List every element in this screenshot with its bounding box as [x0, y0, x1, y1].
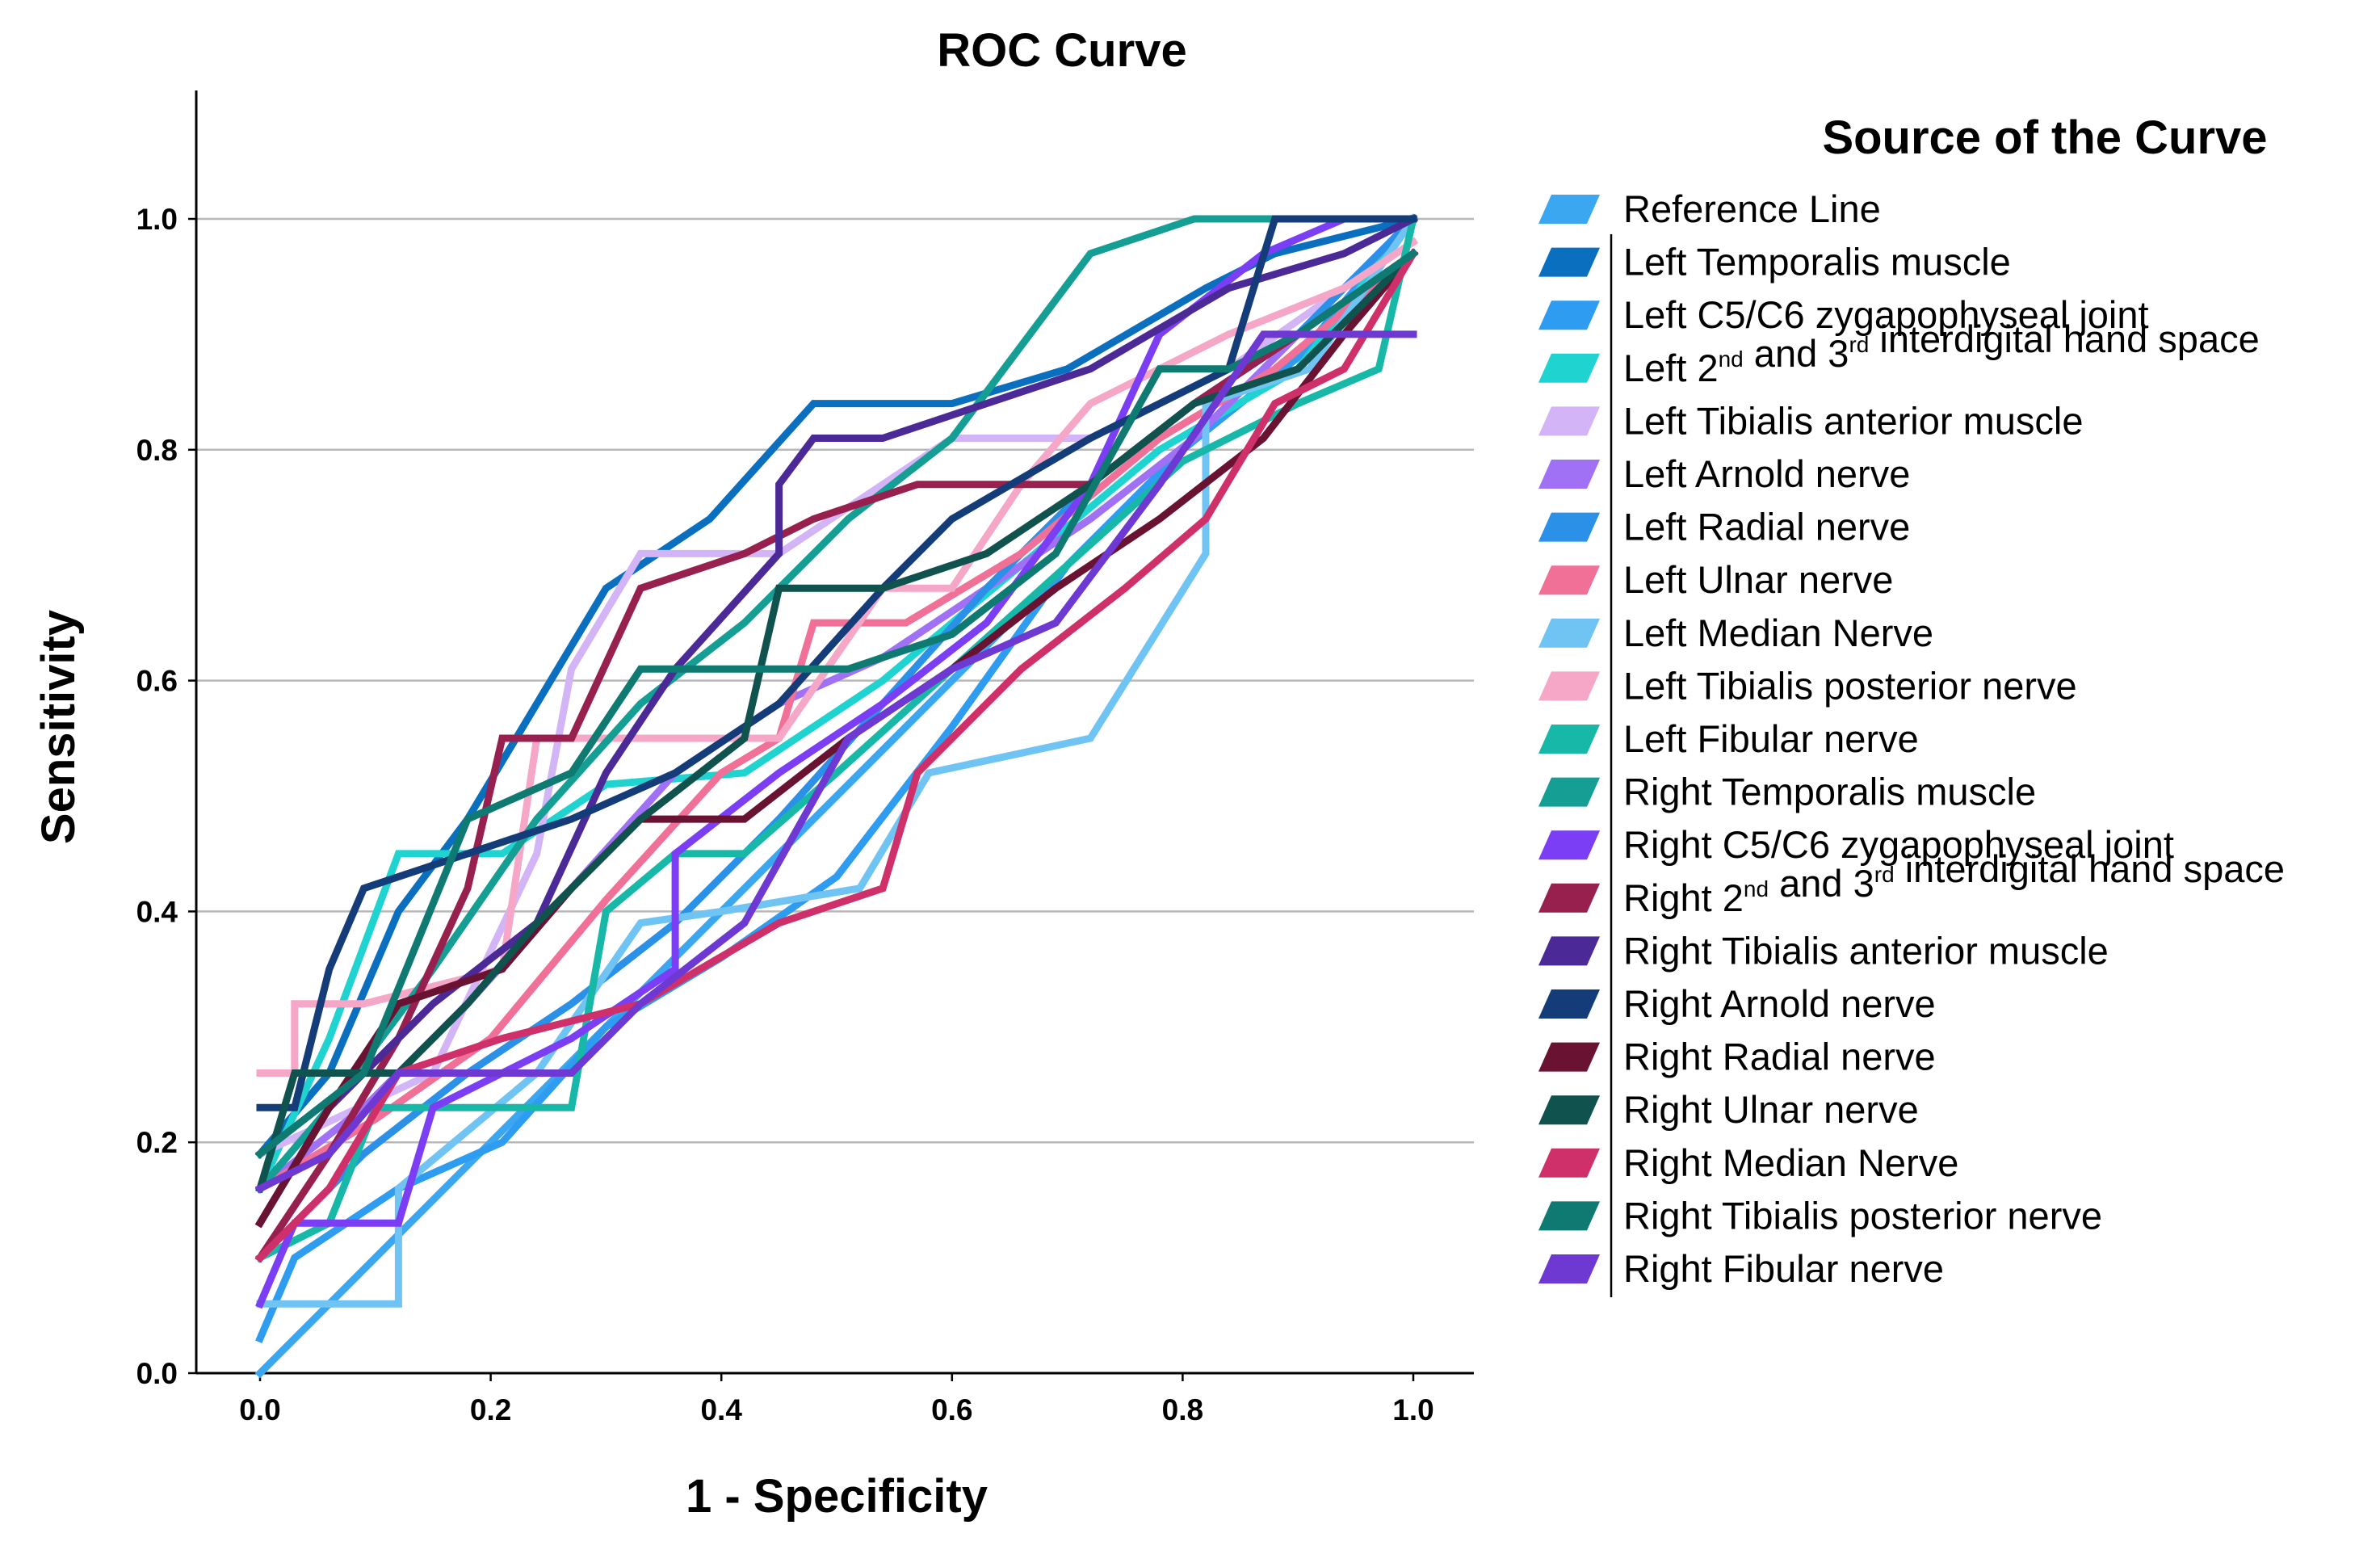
legend-item-2: Left C5/C6 zygapophyseal joint: [1538, 293, 2149, 336]
legend-label-3: Left 2nd and 3rd interdigital hand space: [1623, 317, 2260, 389]
legend-swatch-1: [1538, 247, 1600, 277]
legend-swatch-11: [1538, 777, 1600, 807]
y-tick-label-5: 1.0: [136, 203, 178, 236]
x-tick-label-1: 0.2: [470, 1393, 511, 1426]
series-line-11: [254, 215, 1417, 1194]
legend-item-12: Right C5/C6 zygapophyseal joint: [1538, 823, 2174, 866]
legend-item-9: Left Tibialis posterior nerve: [1538, 664, 2077, 707]
legend-swatch-5: [1538, 460, 1600, 489]
chart-title: ROC Curve: [937, 24, 1186, 77]
x-tick-label-5: 1.0: [1392, 1393, 1433, 1426]
legend-item-3: Left 2nd and 3rd interdigital hand space: [1538, 317, 2260, 389]
legend-label-10: Left Fibular nerve: [1623, 717, 1919, 760]
legend-item-13: Right 2nd and 3rd interdigital hand spac…: [1538, 847, 2285, 919]
series-line-19: [254, 248, 1419, 1159]
legend-swatch-18: [1538, 1148, 1600, 1178]
legend-label-20: Right Fibular nerve: [1623, 1247, 1944, 1290]
legend-label-18: Right Median Nerve: [1623, 1141, 1958, 1184]
legend-swatch-9: [1538, 671, 1600, 701]
legend-swatch-8: [1538, 618, 1600, 648]
y-tick-label-2: 0.4: [136, 895, 178, 928]
legend-item-18: Right Median Nerve: [1538, 1141, 1958, 1184]
legend: Reference Line Left Temporalis muscle Left…: [1538, 187, 2285, 1290]
legend-item-15: Right Arnold nerve: [1538, 982, 1936, 1025]
legend-label-6: Left Radial nerve: [1623, 506, 1910, 548]
legend-swatch-19: [1538, 1201, 1600, 1231]
series-line-15: [256, 215, 1417, 1111]
legend-item-19: Right Tibialis posterior nerve: [1538, 1194, 2102, 1237]
x-ticks: 0.0 0.2 0.4 0.6 0.8 1.0: [239, 1373, 1434, 1426]
legend-label-5: Left Arnold nerve: [1623, 452, 1910, 495]
y-ticks: 0.0 0.2 0.4 0.6 0.8 1.0: [136, 203, 196, 1390]
y-tick-label-3: 0.6: [136, 665, 178, 698]
series-lines: [254, 213, 1419, 1379]
legend-swatch-15: [1538, 989, 1600, 1019]
legend-item-1: Left Temporalis muscle: [1538, 241, 2011, 284]
legend-label-16: Right Radial nerve: [1623, 1036, 1936, 1078]
legend-label-9: Left Tibialis posterior nerve: [1623, 664, 2077, 707]
legend-swatch-10: [1538, 725, 1600, 754]
series-line-1: [254, 214, 1418, 1159]
series-line-17: [255, 248, 1419, 1194]
legend-item-7: Left Ulnar nerve: [1538, 558, 1893, 601]
legend-label-1: Left Temporalis muscle: [1623, 241, 2011, 284]
legend-swatch-7: [1538, 565, 1600, 595]
x-tick-label-3: 0.6: [931, 1393, 972, 1426]
x-tick-label-2: 0.4: [700, 1393, 742, 1426]
legend-swatch-13: [1538, 883, 1600, 913]
series-line-20: [254, 330, 1417, 1194]
y-tick-label-4: 0.8: [136, 434, 178, 467]
legend-label-7: Left Ulnar nerve: [1623, 558, 1893, 601]
y-axis-label: Sensitivity: [32, 610, 85, 844]
legend-label-14: Right Tibialis anterior muscle: [1623, 929, 2109, 972]
legend-item-14: Right Tibialis anterior muscle: [1538, 929, 2109, 972]
y-tick-label-1: 0.2: [136, 1126, 178, 1159]
legend-label-19: Right Tibialis posterior nerve: [1623, 1194, 2102, 1237]
legend-item-20: Right Fibular nerve: [1538, 1247, 1944, 1290]
legend-title: Source of the Curve: [1822, 111, 2267, 164]
legend-swatch-2: [1538, 300, 1600, 330]
legend-item-6: Left Radial nerve: [1538, 506, 1910, 548]
legend-swatch-16: [1538, 1042, 1600, 1072]
legend-label-8: Left Median Nerve: [1623, 611, 1933, 654]
legend-swatch-3: [1538, 353, 1600, 383]
legend-item-17: Right Ulnar nerve: [1538, 1088, 1919, 1131]
legend-swatch-0: [1538, 195, 1600, 224]
x-tick-label-4: 0.8: [1162, 1393, 1203, 1426]
legend-label-15: Right Arnold nerve: [1623, 982, 1936, 1025]
legend-swatch-17: [1538, 1095, 1600, 1125]
legend-item-5: Left Arnold nerve: [1538, 452, 1910, 495]
legend-item-4: Left Tibialis anterior muscle: [1538, 399, 2083, 442]
legend-item-10: Left Fibular nerve: [1538, 717, 1919, 760]
legend-label-13: Right 2nd and 3rd interdigital hand spac…: [1623, 847, 2285, 919]
y-tick-label-0: 0.0: [136, 1357, 178, 1390]
legend-swatch-12: [1538, 830, 1600, 860]
series-line-18: [254, 248, 1419, 1263]
legend-swatch-14: [1538, 936, 1600, 966]
legend-label-2: Left C5/C6 zygapophyseal joint: [1623, 293, 2149, 336]
legend-item-11: Right Temporalis muscle: [1538, 771, 2036, 813]
x-axis-label: 1 - Specificity: [686, 1470, 988, 1523]
legend-label-4: Left Tibialis anterior muscle: [1623, 399, 2083, 442]
legend-label-17: Right Ulnar nerve: [1623, 1088, 1919, 1131]
legend-label-0: Reference Line: [1623, 187, 1881, 230]
series-line-8: [256, 213, 1419, 1308]
legend-item-16: Right Radial nerve: [1538, 1036, 1936, 1078]
legend-swatch-20: [1538, 1254, 1600, 1283]
series-line-14: [254, 213, 1419, 1229]
series-line-12: [255, 215, 1417, 1309]
x-tick-label-0: 0.0: [239, 1393, 280, 1426]
legend-swatch-6: [1538, 512, 1600, 542]
legend-item-0: Reference Line: [1538, 187, 1881, 230]
legend-label-11: Right Temporalis muscle: [1623, 771, 2036, 813]
legend-label-12: Right C5/C6 zygapophyseal joint: [1623, 823, 2174, 866]
legend-swatch-4: [1538, 406, 1600, 436]
legend-item-8: Left Median Nerve: [1538, 611, 1933, 654]
